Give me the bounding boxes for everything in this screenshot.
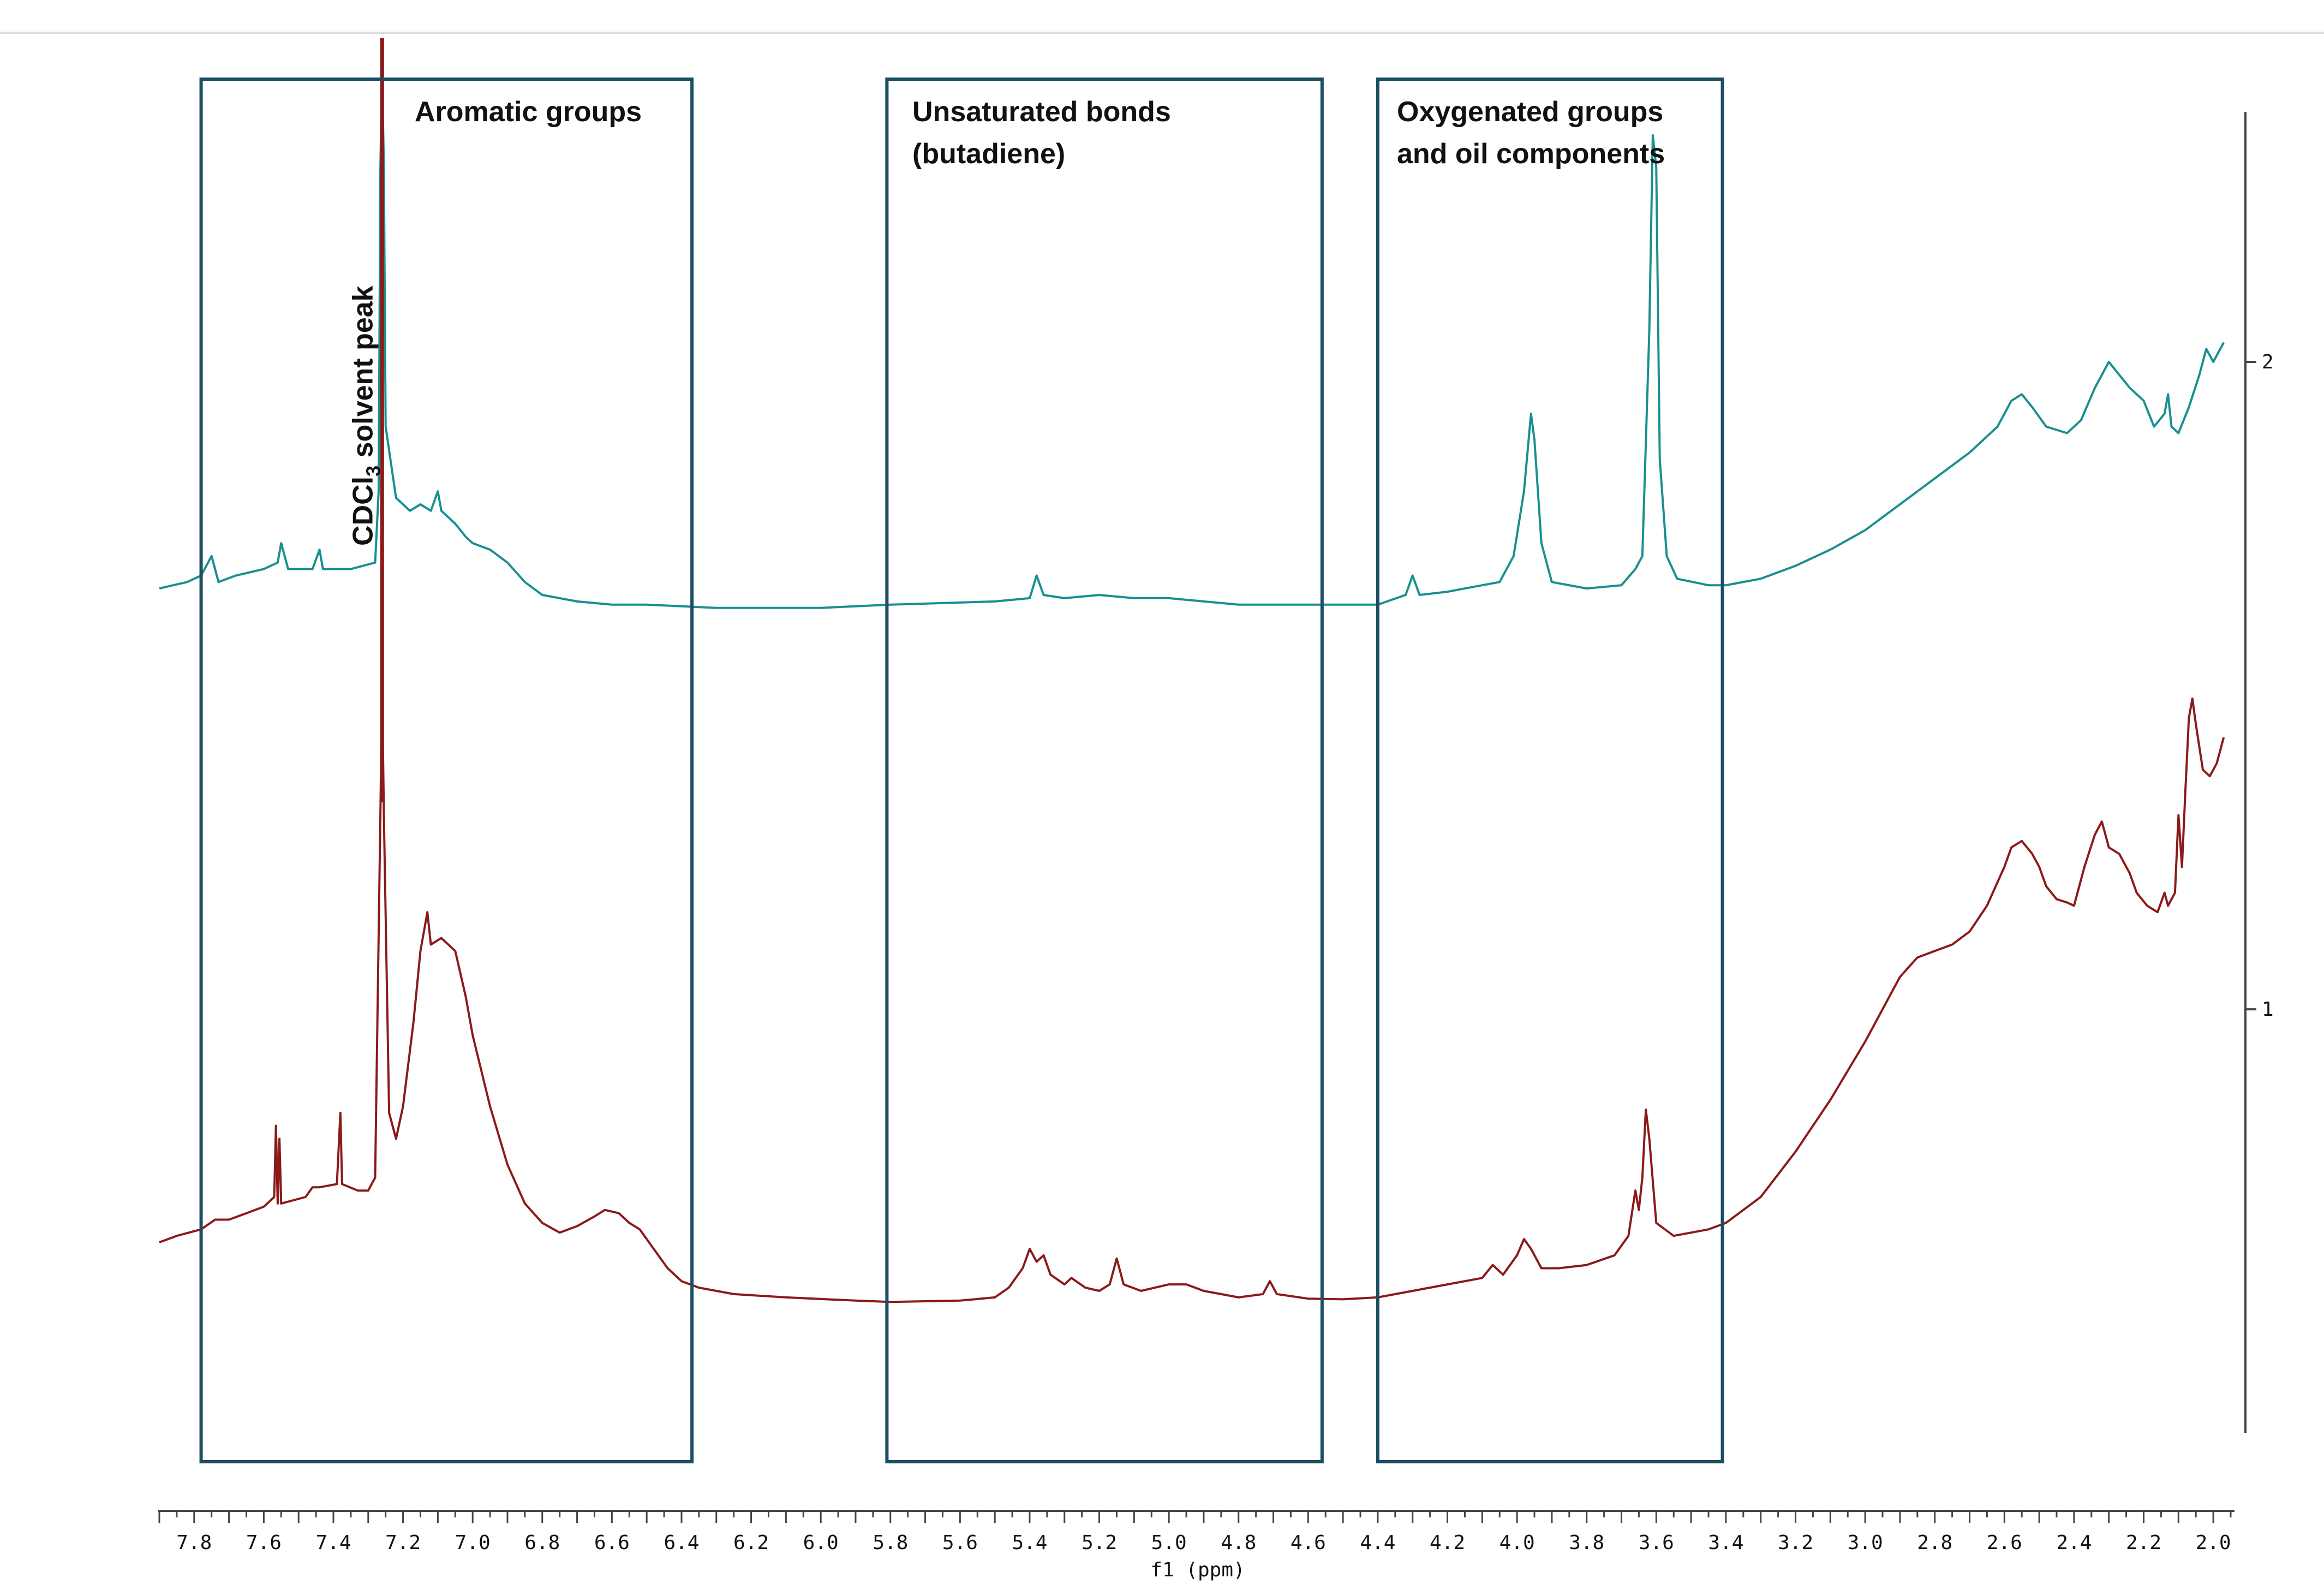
x-tick-label: 3.6 bbox=[1639, 1532, 1674, 1554]
x-tick-label: 7.4 bbox=[315, 1532, 351, 1554]
x-tick-label: 5.6 bbox=[942, 1532, 978, 1554]
region-label-aromatic: Aromatic groups bbox=[415, 96, 642, 128]
region-label-unsaturated-line1: Unsaturated bonds bbox=[912, 96, 1171, 128]
x-tick-label: 6.4 bbox=[664, 1532, 699, 1554]
x-tick-label: 6.2 bbox=[733, 1532, 769, 1554]
solvent-peak-label: CDCl3 solvent peak bbox=[347, 285, 384, 546]
x-tick-label: 3.4 bbox=[1708, 1532, 1743, 1554]
x-tick-label: 2.2 bbox=[2126, 1532, 2161, 1554]
region-box-aromatic bbox=[199, 78, 694, 1463]
x-axis-title: f1 (ppm) bbox=[1150, 1559, 1245, 1581]
x-tick-label: 3.8 bbox=[1569, 1532, 1604, 1554]
solvent-label-main: CDCl bbox=[347, 477, 379, 546]
x-tick-label: 2.6 bbox=[1987, 1532, 2022, 1554]
y-tick-label-2: 2 bbox=[2262, 351, 2274, 373]
region-label-unsaturated-line2: (butadiene) bbox=[912, 138, 1065, 170]
region-label-oxygenated-line2: and oil components bbox=[1397, 138, 1665, 170]
x-tick-label: 4.8 bbox=[1221, 1532, 1256, 1554]
x-tick-label: 6.0 bbox=[803, 1532, 839, 1554]
x-tick-label: 5.4 bbox=[1012, 1532, 1047, 1554]
x-axis: 7.8 7.6 7.4 7.2 7.0 6.8 6.6 6.4 6.2 6.0 5.8 5.6 5.4 5… bbox=[158, 1510, 2235, 1581]
solvent-label-subscript: 3 bbox=[362, 466, 384, 477]
series-red-spectrum bbox=[159, 684, 2225, 1303]
y-tick-label-1: 1 bbox=[2262, 998, 2274, 1021]
right-y-axis: 2 1 bbox=[2244, 112, 2274, 1433]
region-box-oxygenated bbox=[1376, 78, 1724, 1463]
series-teal-spectrum bbox=[159, 69, 2225, 609]
x-tick-label: 5.8 bbox=[873, 1532, 908, 1554]
region-box-unsaturated bbox=[885, 78, 1324, 1463]
region-boxes: Aromatic groups Unsaturated bonds (butad… bbox=[199, 78, 1724, 1463]
x-tick-label: 3.0 bbox=[1848, 1532, 1883, 1554]
x-tick-label: 7.2 bbox=[385, 1532, 421, 1554]
x-axis-ticks: 7.8 7.6 7.4 7.2 7.0 6.8 6.6 6.4 6.2 6.0 5.8 5.6 5.4 5… bbox=[158, 1511, 2232, 1554]
x-tick-label: 4.6 bbox=[1291, 1532, 1326, 1554]
x-tick-label: 2.8 bbox=[1917, 1532, 1952, 1554]
series-layer bbox=[159, 38, 2225, 1303]
x-tick-label: 7.8 bbox=[176, 1532, 212, 1554]
x-tick-label: 6.6 bbox=[594, 1532, 630, 1554]
solvent-label-tail: solvent peak bbox=[347, 285, 379, 466]
x-tick-label: 2.0 bbox=[2196, 1532, 2231, 1554]
x-tick-label: 2.4 bbox=[2056, 1532, 2092, 1554]
x-tick-label: 3.2 bbox=[1778, 1532, 1813, 1554]
region-label-oxygenated-line1: Oxygenated groups bbox=[1397, 96, 1663, 128]
x-tick-label: 6.8 bbox=[524, 1532, 560, 1554]
x-tick-label: 4.2 bbox=[1430, 1532, 1465, 1554]
x-tick-label: 4.0 bbox=[1499, 1532, 1535, 1554]
x-tick-label: 7.0 bbox=[455, 1532, 491, 1554]
x-tick-label: 7.6 bbox=[246, 1532, 282, 1554]
x-tick-label: 4.4 bbox=[1360, 1532, 1395, 1554]
x-tick-label: 5.0 bbox=[1151, 1532, 1187, 1554]
x-tick-label: 5.2 bbox=[1082, 1532, 1117, 1554]
